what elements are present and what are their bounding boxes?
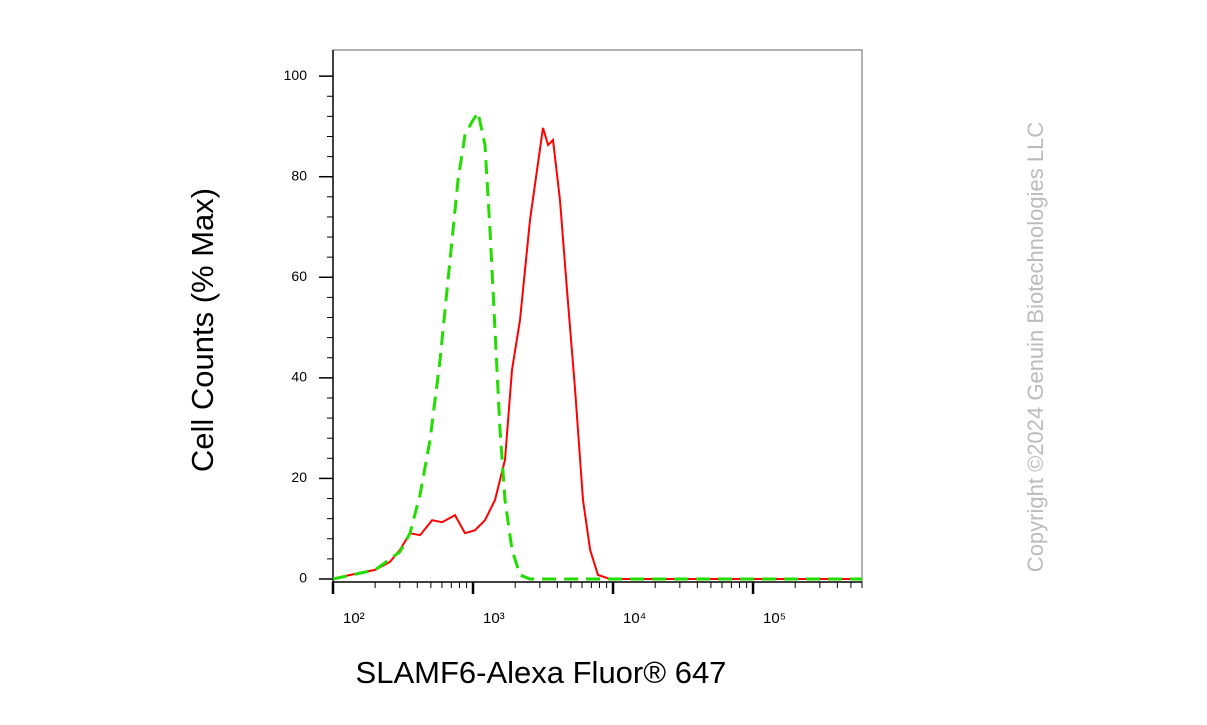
x-tick-label: 10⁵	[763, 610, 786, 627]
series-line	[332, 127, 862, 580]
x-tick-label: 10²	[343, 610, 365, 627]
plot-frame	[332, 49, 863, 583]
y-tick-label: 100	[284, 67, 308, 83]
y-tick-label: 60	[291, 268, 307, 284]
x-tick-label: 10⁴	[623, 610, 646, 627]
series-line	[332, 108, 862, 581]
y-tick-label: 80	[291, 167, 307, 183]
copyright: Copyright ©2024 Genuin Biotechnologies L…	[1023, 122, 1048, 573]
y-tick-label: 0	[299, 570, 307, 586]
y-tick-label: 40	[291, 369, 307, 385]
y-tick-label: 20	[291, 469, 307, 485]
x-tick-label: 10³	[483, 610, 505, 627]
y-axis-label: Cell Counts (% Max)	[185, 188, 220, 472]
x-axis-label: SLAMF6-Alexa Fluor® 647	[356, 655, 727, 690]
